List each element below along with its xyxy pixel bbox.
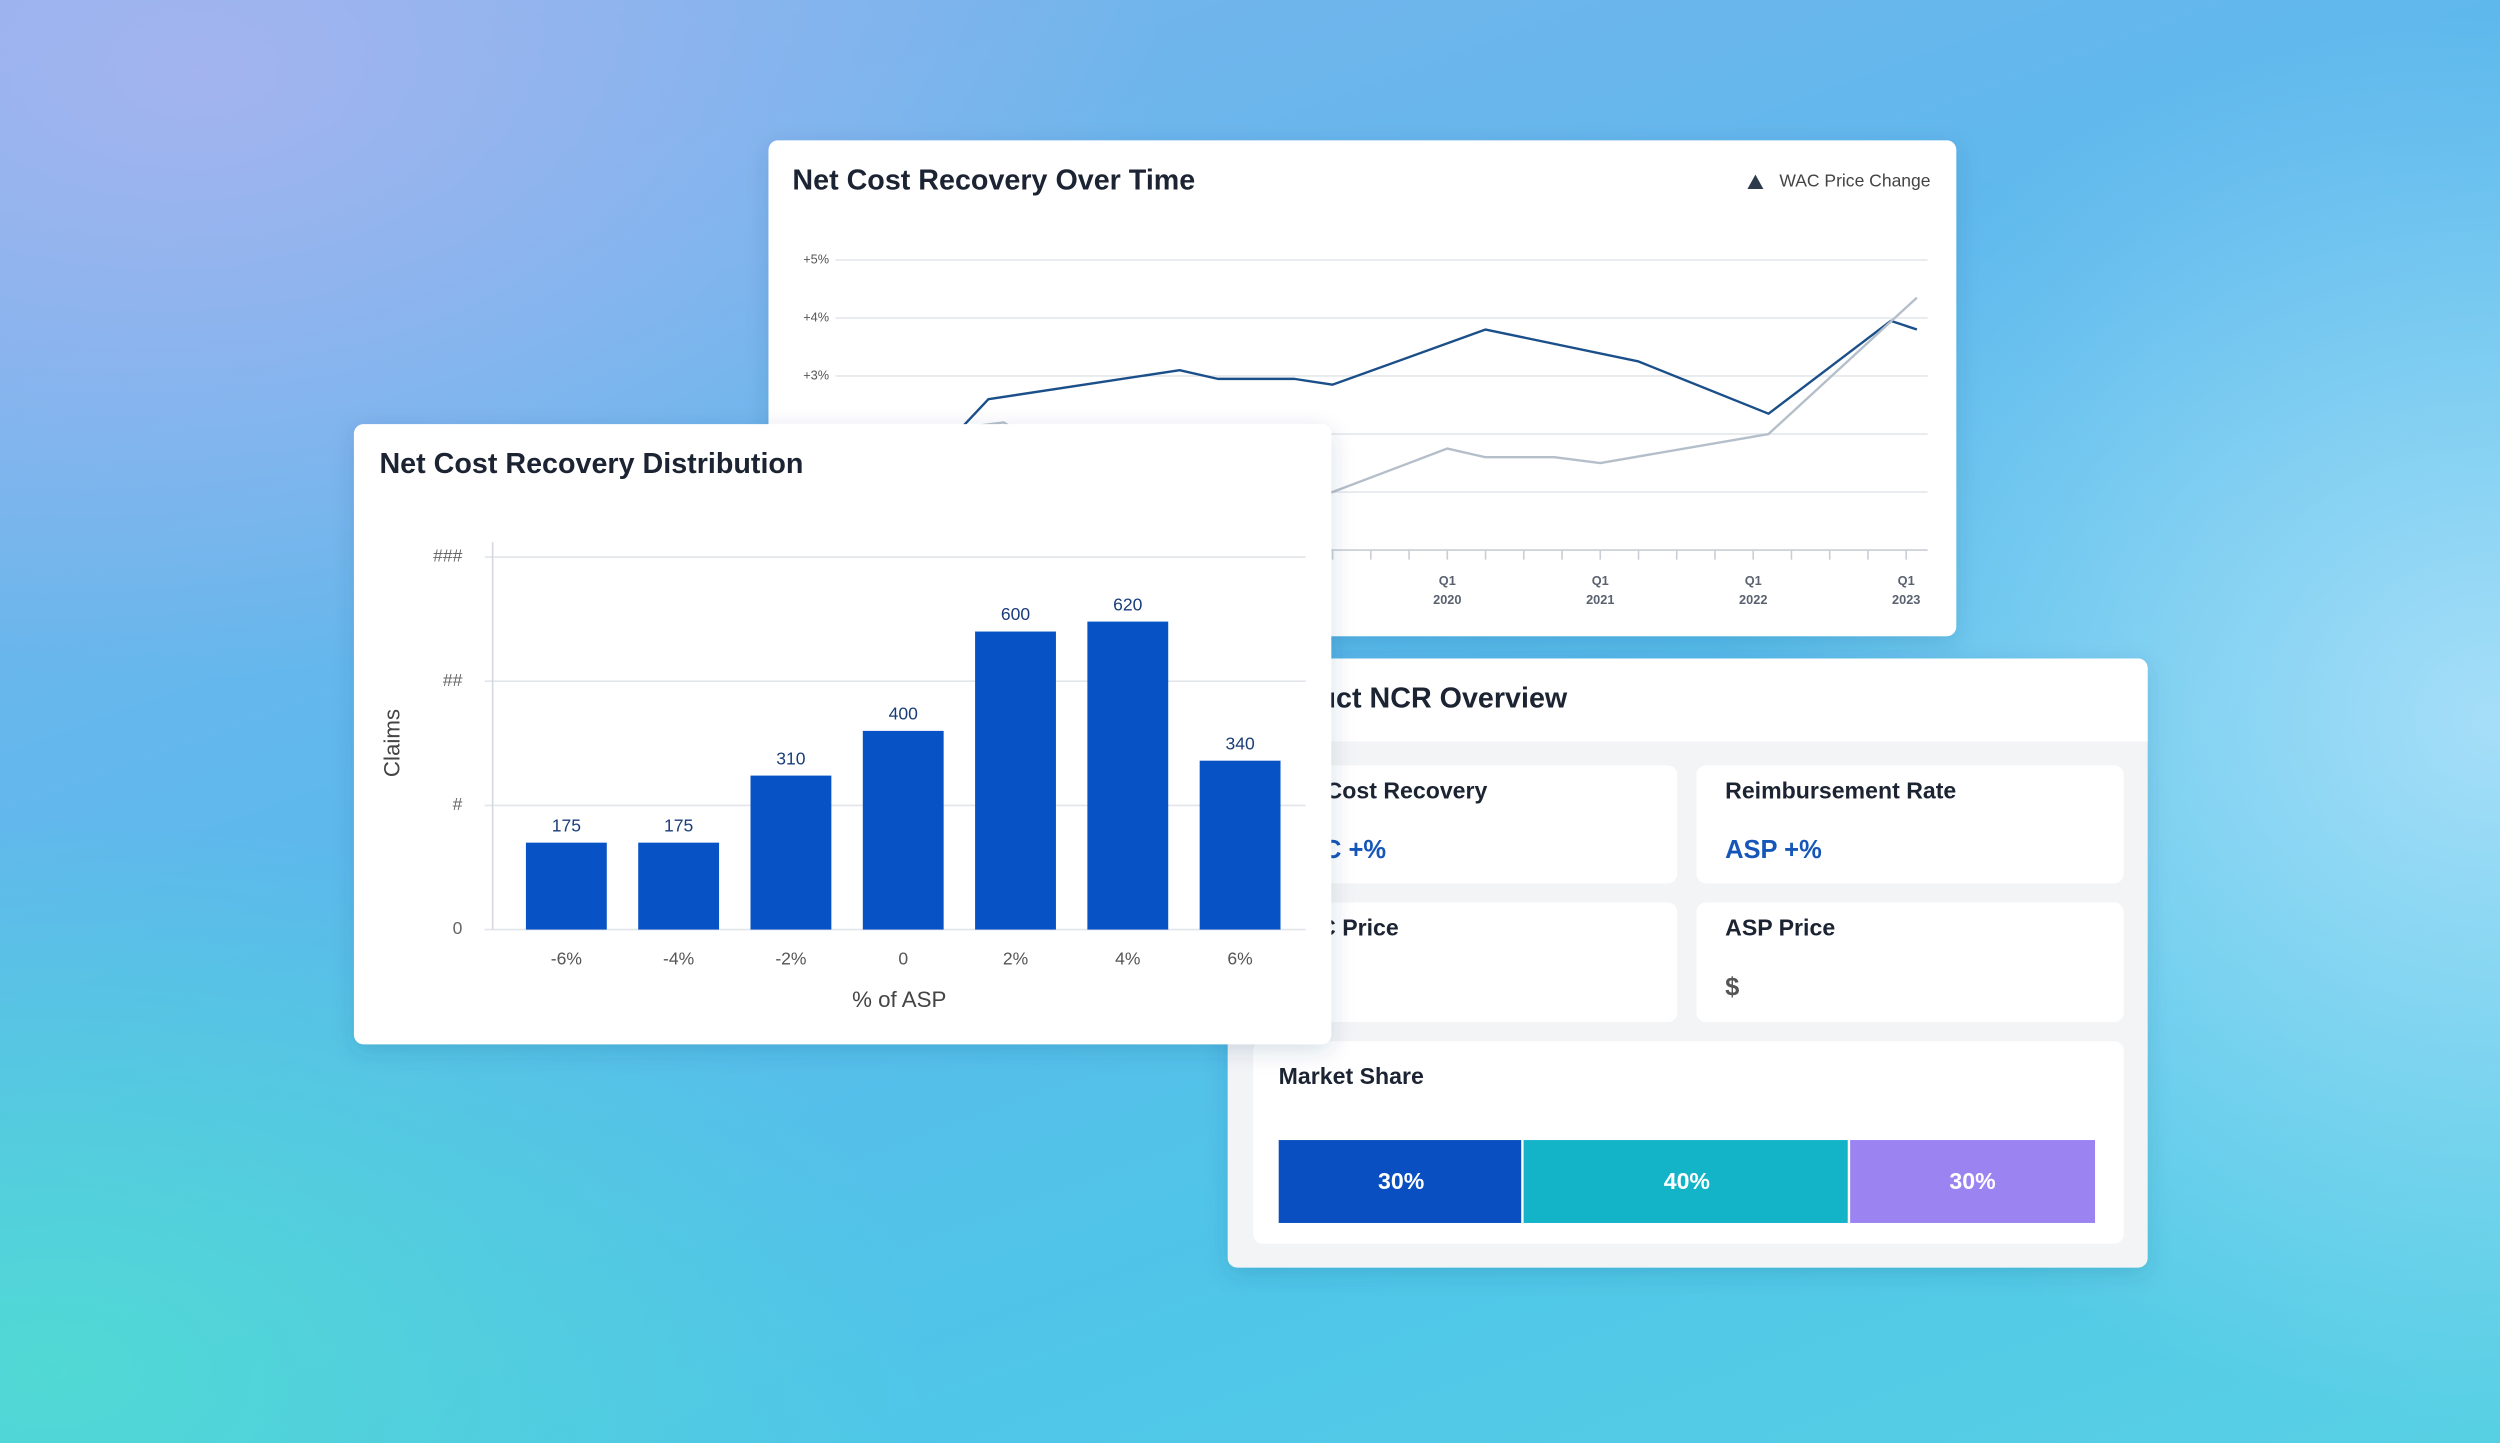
share-label: 30% bbox=[1378, 1168, 1424, 1194]
tile-label: ASP Price bbox=[1725, 915, 1835, 941]
x-tick-label: Q1 2020 bbox=[1433, 573, 1461, 607]
x-tick-label: Q1 2022 bbox=[1739, 573, 1767, 607]
series-line bbox=[835, 319, 1918, 482]
share-segment bbox=[1523, 1140, 1848, 1223]
x-tick-label: Q1 2023 bbox=[1892, 573, 1920, 607]
x-tick-label: 4% bbox=[1115, 948, 1140, 968]
tile bbox=[1253, 902, 1678, 1023]
bar bbox=[525, 842, 607, 930]
tile bbox=[1696, 902, 2124, 1023]
y-tick-label: +5% bbox=[803, 251, 829, 266]
share-label: 30% bbox=[1949, 1168, 1995, 1194]
y-tick-label: +3% bbox=[803, 367, 829, 382]
bar-card: Net Cost Recovery Distribution Claims % of… bbox=[353, 424, 1332, 1045]
tile bbox=[1696, 765, 2124, 884]
value-label: 175 bbox=[552, 815, 581, 835]
value-label: 620 bbox=[1113, 594, 1142, 614]
value-label: 175 bbox=[664, 815, 693, 835]
card-background bbox=[353, 424, 1332, 1045]
tile-label: Market Share bbox=[1279, 1063, 1424, 1089]
overview-card: Product NCR Overview Net Cost RecoveryWA… bbox=[1227, 658, 2148, 1268]
value-label: 600 bbox=[1001, 604, 1030, 624]
x-tick-label: 6% bbox=[1227, 948, 1252, 968]
x-tick-label: -2% bbox=[775, 948, 806, 968]
value-label: 340 bbox=[1225, 733, 1254, 753]
y-tick-label: # bbox=[453, 794, 463, 814]
bar bbox=[1087, 621, 1169, 930]
legend-marker bbox=[1747, 174, 1764, 189]
y-tick-label: ## bbox=[443, 670, 463, 690]
y-tick-label: +4% bbox=[803, 309, 829, 324]
x-tick-label: 2% bbox=[1003, 948, 1028, 968]
y-tick-label: ### bbox=[433, 546, 462, 566]
y-tick-label: 0 bbox=[453, 918, 463, 938]
series-line bbox=[835, 296, 1918, 500]
tile-value: ASP +% bbox=[1725, 836, 1822, 864]
bar bbox=[1199, 760, 1281, 930]
value-label: 310 bbox=[776, 748, 805, 768]
x-tick-label: -6% bbox=[551, 948, 582, 968]
tile-value: $ bbox=[1725, 973, 1739, 1001]
tile-label: Reimbursement Rate bbox=[1725, 778, 1956, 804]
card-header bbox=[1227, 658, 2148, 742]
share-label: 40% bbox=[1664, 1168, 1710, 1194]
value-label: 400 bbox=[889, 704, 918, 724]
x-axis-title: % of ASP bbox=[852, 987, 946, 1012]
bar bbox=[862, 730, 944, 930]
bar bbox=[638, 842, 720, 930]
chart-title: Net Cost Recovery Distribution bbox=[379, 448, 803, 480]
chart-title: Net Cost Recovery Over Time bbox=[792, 164, 1195, 196]
bar bbox=[750, 775, 832, 930]
bar bbox=[975, 631, 1056, 930]
legend-label: WAC Price Change bbox=[1779, 170, 1930, 190]
y-axis-title: Claims bbox=[380, 709, 405, 777]
x-tick-label: 0 bbox=[898, 948, 908, 968]
x-tick-label: -4% bbox=[663, 948, 694, 968]
tile bbox=[1253, 765, 1678, 884]
share-segment bbox=[1278, 1140, 1522, 1223]
x-tick-label: Q1 2021 bbox=[1586, 573, 1614, 607]
share-segment bbox=[1850, 1140, 2096, 1223]
